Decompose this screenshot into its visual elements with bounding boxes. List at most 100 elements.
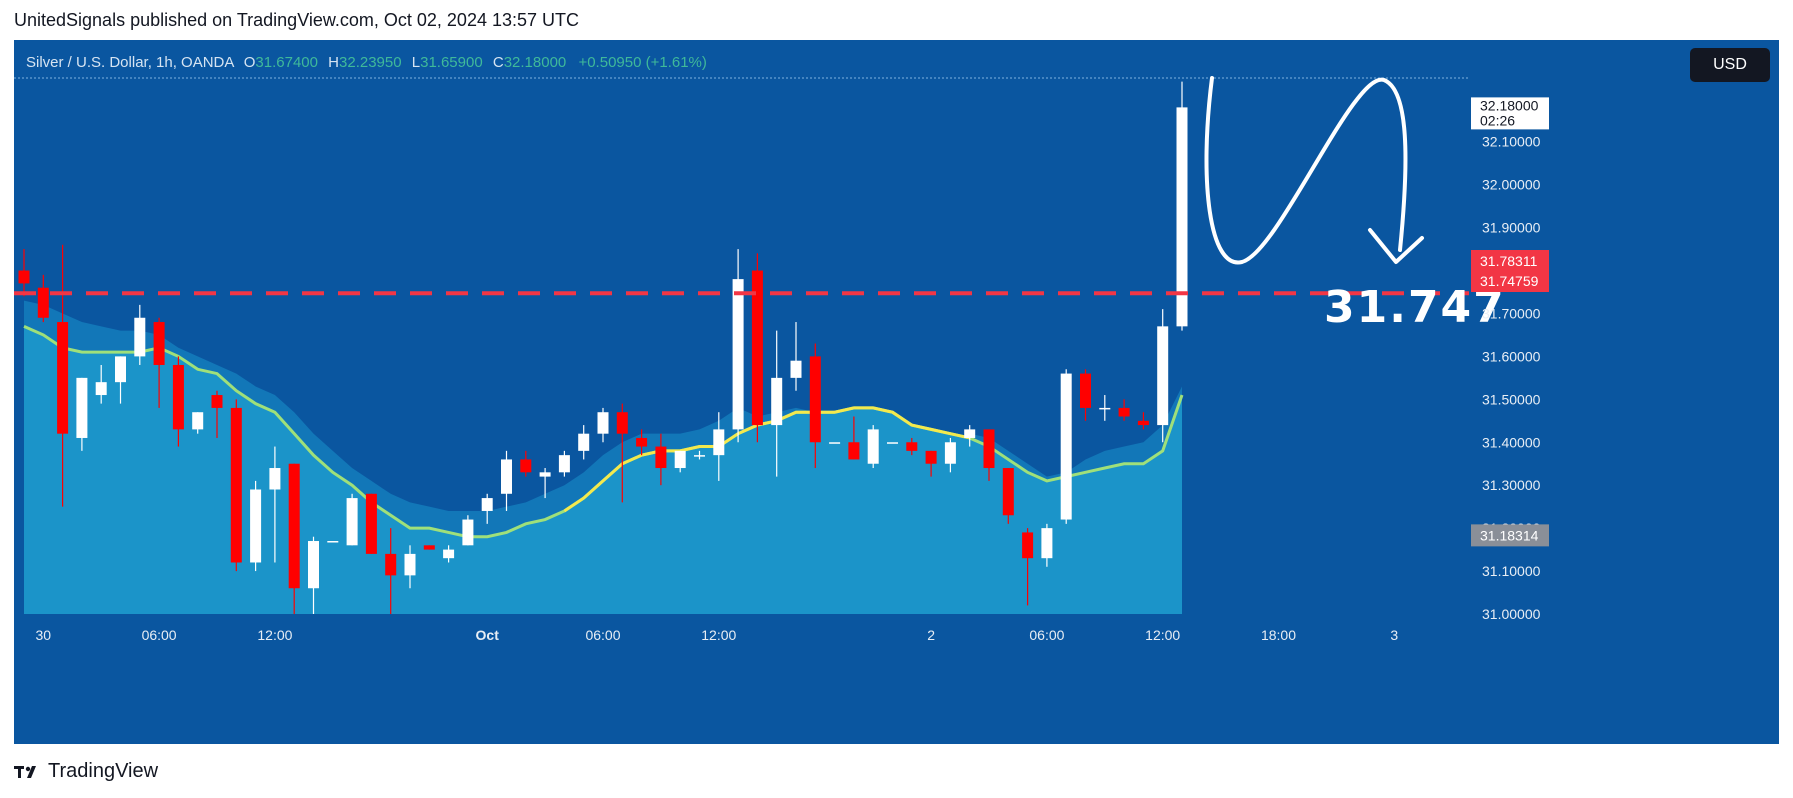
- y-tick-label: 31.00000: [1482, 606, 1541, 622]
- candle-body: [1002, 468, 1014, 516]
- candle-body: [558, 455, 570, 473]
- high-label: H: [328, 54, 340, 71]
- candle-body: [674, 450, 686, 469]
- candle-body: [809, 356, 821, 443]
- candle-body: [732, 279, 744, 430]
- y-tick-label: 31.90000: [1482, 220, 1541, 236]
- candle-body: [95, 382, 107, 396]
- candle-body: [308, 541, 319, 589]
- candle-body: [1099, 407, 1111, 410]
- drawn-path-arrow: [1204, 76, 1408, 265]
- change-value: +0.50950 (+1.61%): [578, 54, 707, 71]
- candle-body: [250, 489, 262, 563]
- close-value: 32.18000: [503, 54, 567, 71]
- x-tick-label: Oct: [476, 627, 500, 643]
- candle-body: [983, 429, 995, 469]
- candle-body: [1118, 407, 1130, 417]
- candle-body: [906, 442, 918, 451]
- ema-line-highlight: [563, 406, 971, 513]
- x-tick-label: 12:00: [257, 627, 292, 643]
- low-value: 31.65900: [420, 54, 483, 71]
- candle-body: [443, 549, 455, 559]
- candle-body: [1022, 532, 1034, 559]
- current-price-label: 32.18000: [1480, 97, 1539, 113]
- level-price-label: 31.74759: [1480, 273, 1539, 289]
- symbol-name: Silver / U.S. Dollar, 1h, OANDA: [26, 54, 234, 71]
- y-tick-label: 31.70000: [1482, 305, 1541, 321]
- open-value: 31.67400: [255, 54, 318, 71]
- drawn-arrow-head: [1368, 228, 1424, 264]
- candle-body: [578, 433, 590, 451]
- candle-body: [365, 493, 377, 554]
- candle-body: [192, 412, 204, 430]
- candle-body: [694, 455, 705, 457]
- candle-body: [887, 442, 898, 444]
- brand-name: TradingView: [48, 760, 159, 782]
- published-by-line: UnitedSignals published on TradingView.c…: [14, 10, 580, 30]
- ema-price-box: [1471, 524, 1549, 547]
- candle-body: [848, 442, 860, 460]
- candle-body: [1137, 420, 1149, 426]
- ema-price-label: 31.18314: [1480, 527, 1539, 543]
- candle-body: [867, 429, 879, 464]
- candle-body: [115, 356, 126, 383]
- candle-body: [462, 519, 474, 546]
- x-tick-label: 12:00: [1145, 627, 1180, 643]
- candle-body: [385, 553, 397, 576]
- candle-body: [1060, 373, 1072, 520]
- candle-body: [1080, 373, 1091, 408]
- low-label: L: [411, 54, 421, 71]
- candle-body: [829, 442, 841, 444]
- x-tick-label: 06:00: [142, 627, 177, 643]
- candle-body: [539, 472, 551, 477]
- level-price-box: [1471, 250, 1549, 272]
- candlestick-chart[interactable]: 31.74731.0000031.1000031.2000031.3000031…: [14, 40, 1779, 744]
- close-label: C: [492, 54, 504, 71]
- candle-body: [1157, 326, 1169, 426]
- candle-body: [37, 287, 49, 318]
- currency-button[interactable]: USD: [1690, 48, 1770, 82]
- x-tick-label: 30: [36, 627, 52, 643]
- bar-countdown-label: 02:26: [1480, 112, 1515, 128]
- x-tick-label: 2: [927, 627, 935, 643]
- high-value: 32.23950: [339, 54, 402, 71]
- candle-body: [1176, 107, 1188, 327]
- candle-body: [18, 270, 30, 284]
- x-tick-label: 06:00: [585, 627, 620, 643]
- candle-body: [751, 270, 763, 426]
- candle-body: [1041, 528, 1053, 559]
- candle-body: [76, 377, 88, 438]
- candle-body: [481, 498, 493, 511]
- candle-body: [944, 442, 956, 464]
- x-tick-label: 18:00: [1261, 627, 1296, 643]
- candle-body: [269, 468, 281, 490]
- candle-body: [288, 463, 300, 589]
- x-tick-label: 06:00: [1029, 627, 1064, 643]
- candle-body: [655, 446, 667, 469]
- tradingview-logo-icon: [14, 765, 36, 778]
- candle-body: [501, 459, 512, 494]
- candle-body: [211, 395, 223, 408]
- x-tick-label: 12:00: [701, 627, 736, 643]
- y-tick-label: 32.00000: [1482, 177, 1541, 193]
- candle-body: [616, 412, 628, 434]
- y-tick-label: 31.50000: [1482, 391, 1541, 407]
- candle-body: [790, 360, 802, 378]
- candle-body: [597, 412, 609, 434]
- candle-body: [346, 498, 358, 546]
- candle-body: [423, 545, 435, 550]
- candle-body: [57, 322, 69, 434]
- candle-body: [153, 322, 165, 365]
- current-price-box: [1471, 97, 1549, 130]
- chart-panel[interactable]: 31.74731.0000031.1000031.2000031.3000031…: [14, 40, 1779, 744]
- level-price-label: 31.78311: [1480, 253, 1538, 269]
- candle-body: [520, 459, 532, 473]
- candle-body: [925, 450, 937, 464]
- brand-footer: TradingView: [14, 760, 158, 783]
- open-label: O: [243, 54, 256, 71]
- candle-body: [172, 364, 184, 430]
- level-price-box: [1471, 270, 1549, 292]
- candle-body: [713, 429, 725, 456]
- symbol-legend: Silver / U.S. Dollar, 1h, OANDA O31.6740…: [26, 54, 707, 71]
- candle-body: [771, 377, 783, 426]
